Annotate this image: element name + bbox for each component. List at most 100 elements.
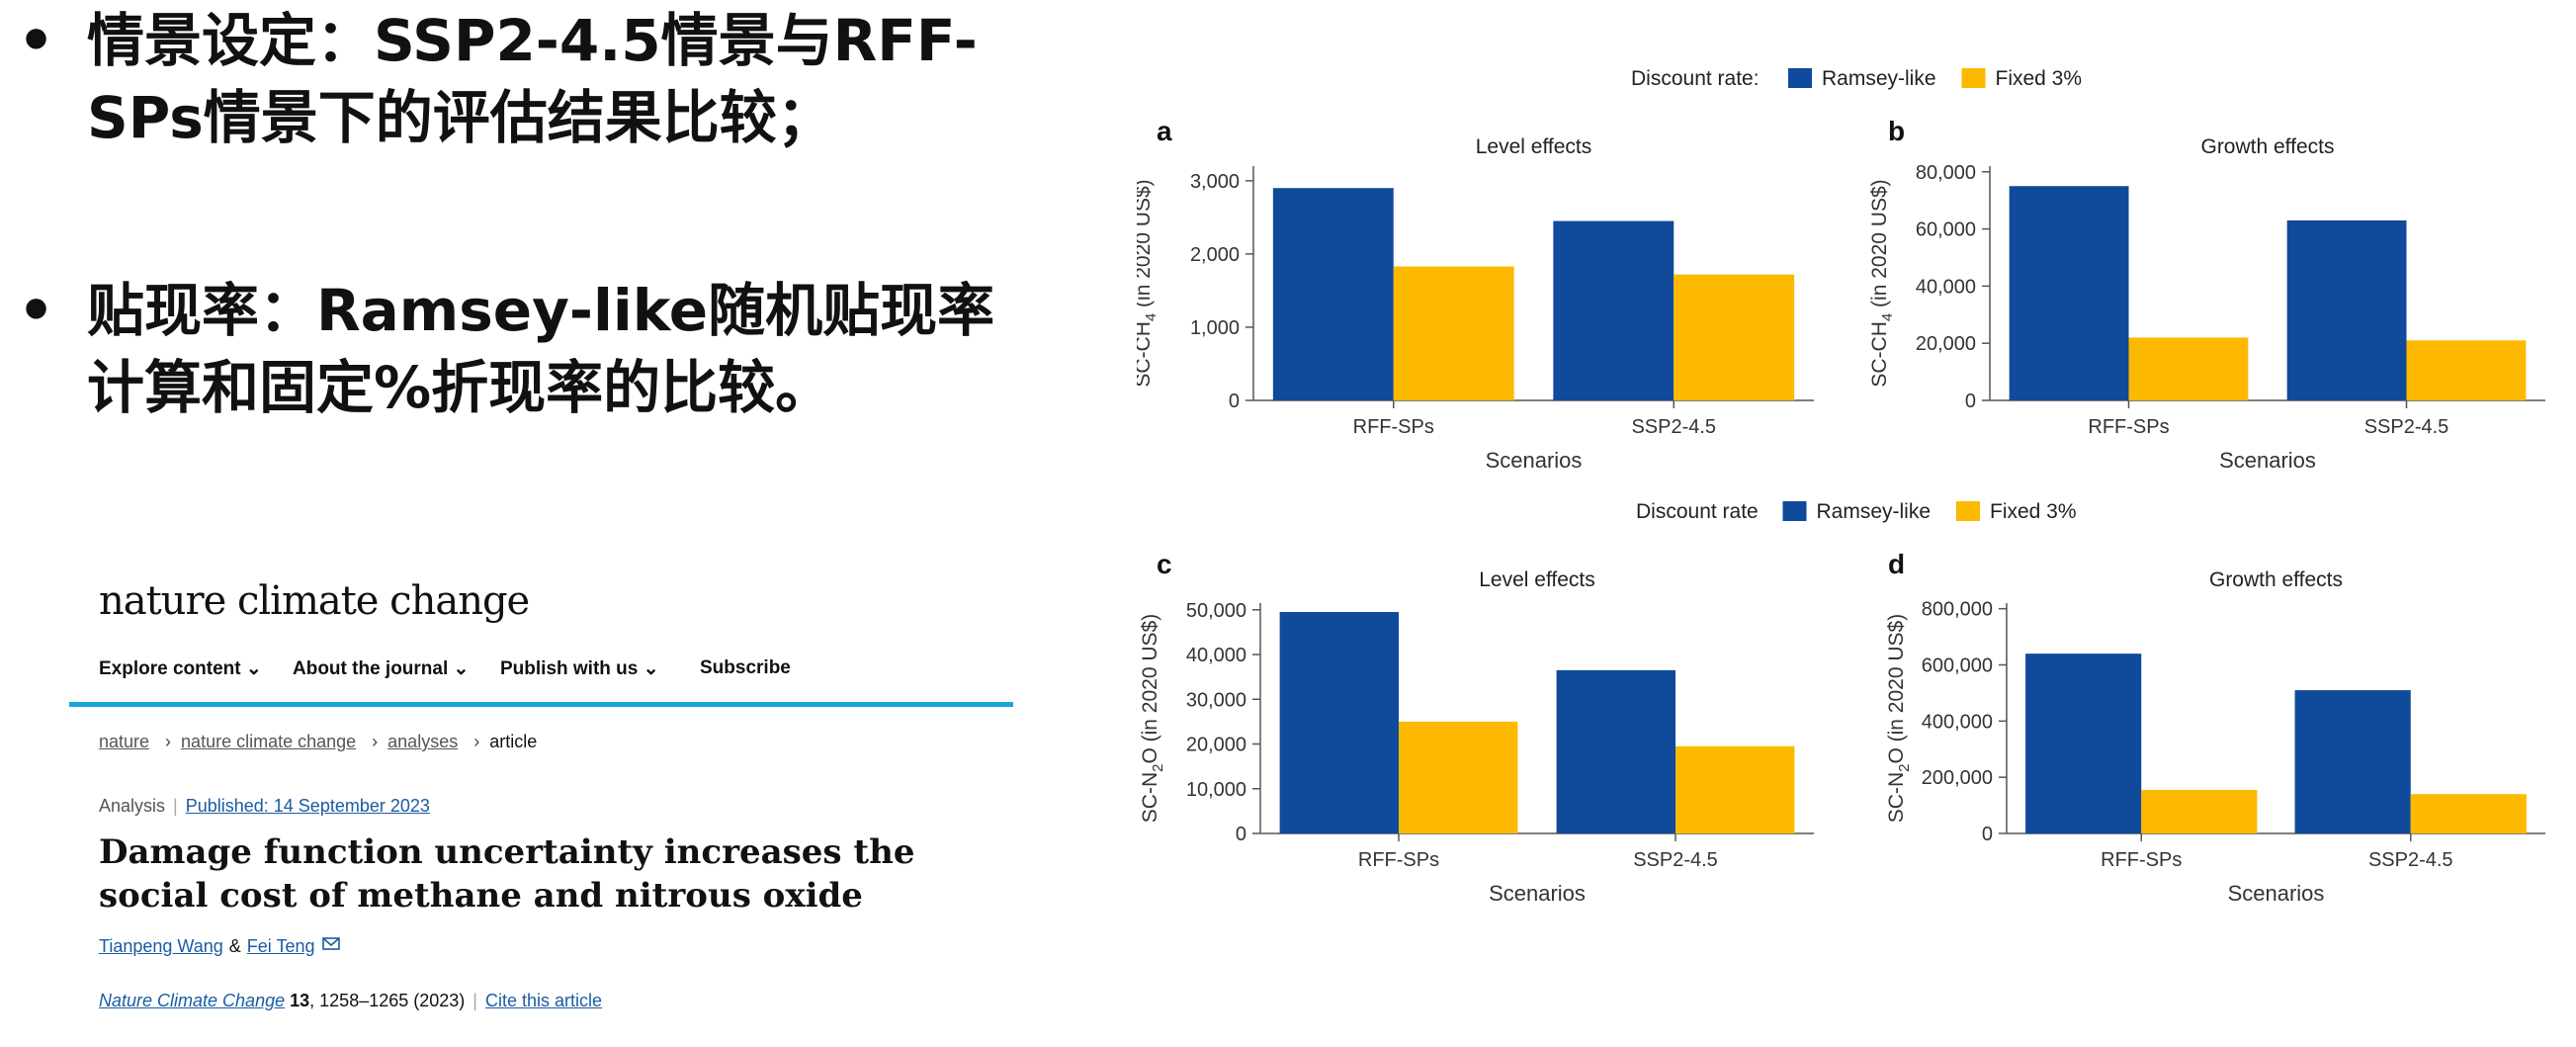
x-tick-label: RFF-SPs xyxy=(2088,416,2169,438)
legend-swatch xyxy=(1788,68,1812,88)
cite-article-link[interactable]: Cite this article xyxy=(484,991,603,1010)
panel-letter: b xyxy=(1888,116,1905,146)
y-tick-label: 1,000 xyxy=(1190,317,1240,339)
y-tick-label: 10,000 xyxy=(1186,779,1246,801)
bar xyxy=(2294,690,2411,833)
x-tick-label: SSP2-4.5 xyxy=(2368,849,2453,871)
panel-letter: c xyxy=(1157,549,1172,579)
published-date[interactable]: Published: 14 September 2023 xyxy=(185,796,430,816)
nav-subscribe[interactable]: Subscribe xyxy=(700,657,791,678)
article-type: Analysis xyxy=(99,796,166,816)
chart-title: Level effects xyxy=(1479,568,1595,591)
bar xyxy=(1393,266,1514,400)
y-axis-label: SC-CH4 (in 2020 US$) xyxy=(1868,179,1896,387)
article-meta: Analysis | Published: 14 September 2023 xyxy=(99,796,430,817)
mail-icon[interactable] xyxy=(321,936,342,952)
y-tick-label: 0 xyxy=(1965,391,1976,412)
author-link[interactable]: Fei Teng xyxy=(246,936,315,956)
x-tick-label: SSP2-4.5 xyxy=(1631,416,1716,438)
nav-about-journal[interactable]: About the journal ⌄ xyxy=(293,658,470,679)
article-panel: nature climate change Explore content ⌄ … xyxy=(69,564,1013,1038)
breadcrumb-chevron-icon: › xyxy=(165,732,172,751)
chart-panel-a: a Level effects 0 1,000 2,000 3,000 SC-CH4 (in… xyxy=(1137,116,1814,473)
bar xyxy=(1399,721,1518,833)
chart-title: Growth effects xyxy=(2200,135,2334,158)
chart-title: Level effects xyxy=(1476,135,1592,158)
chart-panel-d: d Growth effects 0 200,000 400,000 600,000 800… xyxy=(1885,549,2545,906)
bullet-dot: • xyxy=(18,7,55,74)
y-tick-label: 20,000 xyxy=(1186,735,1246,756)
chart-panel-b: b Growth effects 0 20,000 40,000 60,000 80,000… xyxy=(1868,116,2545,473)
y-tick-label: 40,000 xyxy=(1186,645,1246,666)
bar xyxy=(1674,274,1795,400)
legend-title: Discount rate xyxy=(1636,500,1759,523)
meta-divider: | xyxy=(173,796,178,816)
breadcrumb-analyses[interactable]: analyses xyxy=(387,732,459,751)
bullet-text: 情景设定：SSP2-4.5情景与RFF-SPs情景下的评估结果比较； xyxy=(87,7,978,151)
nav-explore-content[interactable]: Explore content ⌄ xyxy=(99,658,262,679)
bar xyxy=(1553,220,1674,400)
citation-line: Nature Climate Change 13, 1258–1265 (202… xyxy=(99,991,602,1011)
chart-panel-c: c Level effects 0 10,000 20,000 30,000 40,000 5… xyxy=(1139,549,1814,906)
y-tick-label: 0 xyxy=(1236,824,1246,845)
y-tick-label: 40,000 xyxy=(1916,276,1976,298)
x-tick-label: RFF-SPs xyxy=(2101,849,2182,871)
bar xyxy=(2410,794,2527,833)
x-tick-label: RFF-SPs xyxy=(1353,416,1434,438)
y-tick-label: 0 xyxy=(1229,391,1240,412)
journal-logo[interactable]: nature climate change xyxy=(99,578,530,624)
bar xyxy=(1675,745,1795,833)
y-tick-label: 30,000 xyxy=(1186,689,1246,711)
y-tick-label: 800,000 xyxy=(1922,599,1993,621)
y-tick-label: 20,000 xyxy=(1916,333,1976,355)
cite-divider: | xyxy=(472,991,477,1010)
chart-figure: Discount rate: Ramsey-like Fixed 3% Discoun… xyxy=(1137,67,2545,906)
y-tick-label: 2,000 xyxy=(1190,244,1240,266)
chart-legend: Discount rate Ramsey-like Fixed 3% xyxy=(1636,500,2077,523)
y-tick-label: 80,000 xyxy=(1916,162,1976,184)
legend-swatch xyxy=(1961,68,1986,88)
article-title: Damage function uncertainty increases th… xyxy=(99,832,915,916)
breadcrumb-journal[interactable]: nature climate change xyxy=(181,732,357,751)
x-axis-label: Scenarios xyxy=(2219,448,2316,473)
breadcrumb-nature[interactable]: nature xyxy=(99,732,150,751)
x-axis-label: Scenarios xyxy=(1489,881,1586,906)
chart-legend: Discount rate: Ramsey-like Fixed 3% xyxy=(1631,67,2082,90)
author-separator: & xyxy=(228,936,241,956)
legend-swatch xyxy=(1956,501,1980,521)
x-tick-label: SSP2-4.5 xyxy=(2364,416,2449,438)
nav-divider xyxy=(69,702,1013,707)
citation-volume: 13 xyxy=(290,991,310,1010)
breadcrumb-chevron-icon: › xyxy=(473,732,480,751)
breadcrumb-chevron-icon: › xyxy=(372,732,379,751)
x-tick-label: SSP2-4.5 xyxy=(1633,849,1718,871)
panel-letter: a xyxy=(1157,116,1172,146)
bar xyxy=(2025,654,2142,833)
author-link[interactable]: Tianpeng Wang xyxy=(99,936,223,956)
citation-pages: , 1258–1265 (2023) xyxy=(309,991,466,1010)
author-list: Tianpeng Wang & Fei Teng xyxy=(99,936,342,957)
legend-label: Ramsey-like xyxy=(1817,500,1932,523)
bar xyxy=(1272,188,1394,400)
bar xyxy=(2128,337,2249,400)
nav-publish-with-us[interactable]: Publish with us ⌄ xyxy=(500,658,659,679)
legend-swatch xyxy=(1782,501,1807,521)
bullet-dot: • xyxy=(18,277,55,344)
y-tick-label: 400,000 xyxy=(1922,711,1993,733)
citation-journal[interactable]: Nature Climate Change xyxy=(99,991,286,1010)
x-axis-label: Scenarios xyxy=(1486,448,1583,473)
y-tick-label: 50,000 xyxy=(1186,600,1246,622)
x-axis-label: Scenarios xyxy=(2228,881,2325,906)
y-axis-label: SC-N2O (in 2020 US$) xyxy=(1139,614,1166,823)
bar xyxy=(1279,612,1399,833)
legend-label: Fixed 3% xyxy=(1990,500,2077,523)
y-tick-label: 200,000 xyxy=(1922,767,1993,789)
bar xyxy=(2286,219,2407,400)
x-tick-label: RFF-SPs xyxy=(1358,849,1439,871)
bar xyxy=(2009,186,2129,400)
y-axis-label: SC-CH4 (in 2020 US$) xyxy=(1137,179,1159,387)
y-tick-label: 3,000 xyxy=(1190,171,1240,193)
y-tick-label: 0 xyxy=(1982,824,1993,845)
breadcrumb: nature › nature climate change › analyses › ar… xyxy=(99,732,543,752)
legend-label: Fixed 3% xyxy=(1996,67,2083,90)
